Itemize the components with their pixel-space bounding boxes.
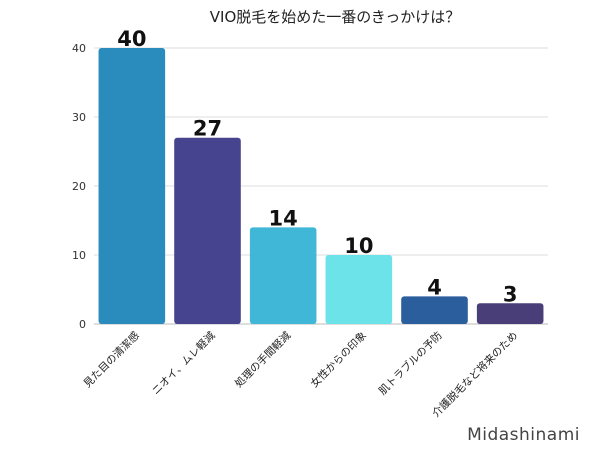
x-tick-label: 処理の手間軽減 <box>232 329 294 391</box>
data-label: 3 <box>503 282 518 306</box>
x-tick-label: 女性からの印象 <box>308 329 369 390</box>
value-labels: 40 27 14 10 4 3 <box>117 27 517 306</box>
y-tick-label: 20 <box>72 180 86 193</box>
data-label: 10 <box>344 234 373 258</box>
data-label: 27 <box>193 117 222 141</box>
x-tick-label: ニオイ、ムレ軽減 <box>149 329 218 398</box>
category-labels: 見た目の清潔感 ニオイ、ムレ軽減 処理の手間軽減 女性からの印象 肌トラブルの予防介護脱… <box>81 329 520 420</box>
y-tick-label: 30 <box>72 111 86 124</box>
bar <box>174 137 241 324</box>
data-label: 14 <box>269 206 298 230</box>
x-tick-label: 介護脱毛など将来のため <box>429 329 520 420</box>
bar <box>401 296 468 324</box>
grid: 0 10 20 30 40 <box>72 42 548 331</box>
bars <box>98 48 544 324</box>
data-label: 40 <box>117 27 146 51</box>
watermark-text: Midashinami <box>467 425 580 445</box>
y-tick-label: 0 <box>79 318 86 331</box>
x-tick-label: 見た目の清潔感 <box>81 329 143 391</box>
chart-title: VIO脱毛を始めた一番のきっかけは？ <box>210 8 460 26</box>
bar <box>249 227 317 324</box>
x-tick-label: 肌トラブルの予防 <box>376 329 445 398</box>
bar <box>325 255 393 324</box>
y-tick-label: 10 <box>72 249 86 262</box>
y-tick-label: 40 <box>72 42 86 55</box>
bar <box>476 303 544 324</box>
bar <box>98 48 166 324</box>
data-label: 4 <box>427 275 442 299</box>
